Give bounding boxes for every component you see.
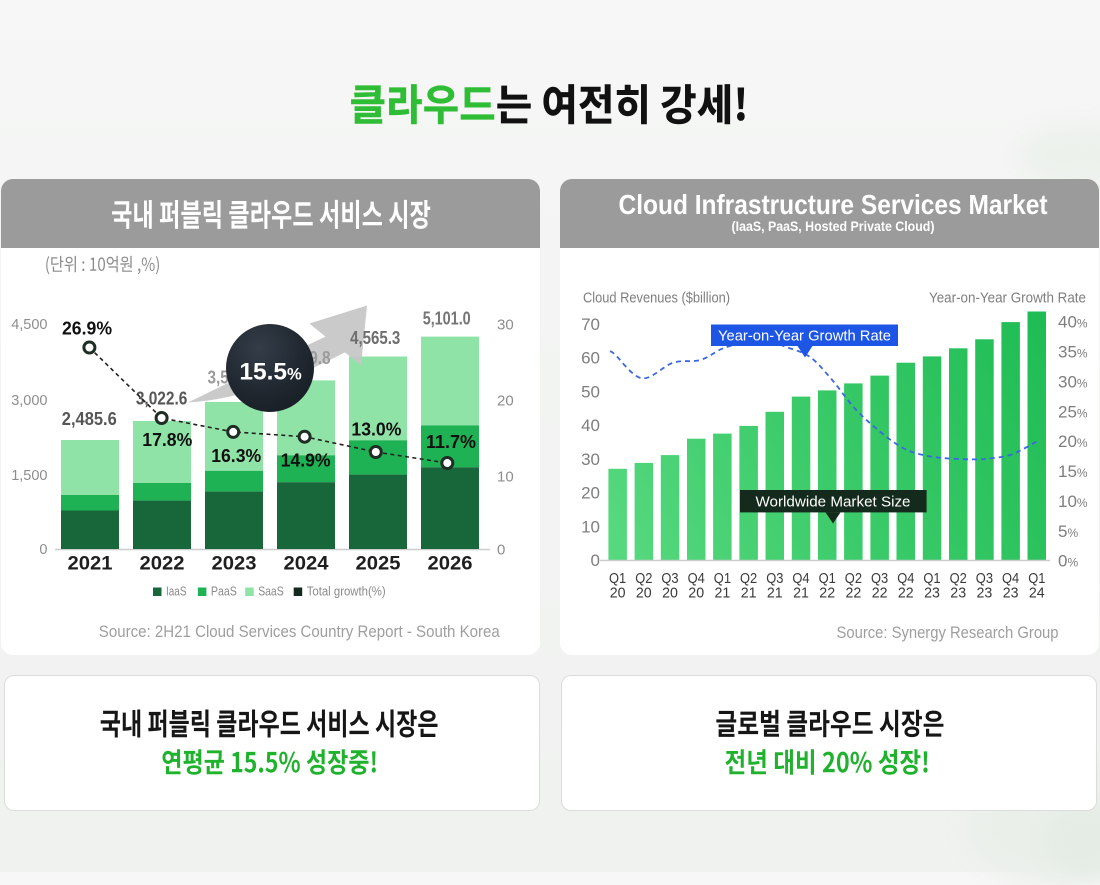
svg-text:2022: 2022 xyxy=(140,553,185,575)
svg-text:14.9%: 14.9% xyxy=(281,450,331,470)
svg-text:Q4: Q4 xyxy=(897,571,914,587)
svg-text:30%: 30% xyxy=(1058,372,1088,391)
svg-text:Q1: Q1 xyxy=(609,571,626,587)
svg-text:(IaaS, PaaS, Hosted Private Cl: (IaaS, PaaS, Hosted Private Cloud) xyxy=(732,219,935,234)
svg-text:21: 21 xyxy=(793,585,809,601)
svg-text:20%: 20% xyxy=(1058,432,1088,451)
svg-text:22: 22 xyxy=(819,585,835,601)
svg-text:Q4: Q4 xyxy=(792,571,809,587)
svg-text:20: 20 xyxy=(610,585,626,601)
svg-text:Q1: Q1 xyxy=(923,571,940,587)
svg-text:IaaS: IaaS xyxy=(166,584,187,599)
svg-text:Q2: Q2 xyxy=(950,571,967,587)
svg-text:2021: 2021 xyxy=(68,553,113,575)
svg-text:10: 10 xyxy=(497,468,514,485)
svg-text:Q2: Q2 xyxy=(635,571,652,587)
svg-text:Cloud Revenues ($billion): Cloud Revenues ($billion) xyxy=(583,291,730,307)
svg-text:SaaS: SaaS xyxy=(258,584,284,599)
svg-text:20: 20 xyxy=(581,484,600,503)
svg-text:30: 30 xyxy=(581,450,600,469)
svg-text:22: 22 xyxy=(846,585,862,601)
svg-text:17.8%: 17.8% xyxy=(142,430,192,450)
svg-text:30: 30 xyxy=(497,316,514,333)
svg-text:24: 24 xyxy=(1029,585,1045,601)
svg-text:22: 22 xyxy=(898,585,914,601)
svg-text:25%: 25% xyxy=(1058,402,1088,421)
svg-text:20: 20 xyxy=(636,585,652,601)
svg-text:Q2: Q2 xyxy=(740,571,757,587)
svg-text:Q1: Q1 xyxy=(819,571,836,587)
svg-text:Q1: Q1 xyxy=(714,571,731,587)
svg-text:23: 23 xyxy=(924,585,940,601)
svg-text:23: 23 xyxy=(1003,585,1019,601)
svg-text:0: 0 xyxy=(591,551,600,570)
svg-text:Q1: Q1 xyxy=(1028,571,1045,587)
svg-text:PaaS: PaaS xyxy=(211,584,237,599)
svg-text:15%: 15% xyxy=(1058,462,1088,481)
svg-text:40%: 40% xyxy=(1058,313,1088,332)
svg-text:Source: Synergy Research Group: Source: Synergy Research Group xyxy=(837,623,1059,642)
svg-text:0: 0 xyxy=(39,542,47,558)
svg-text:35%: 35% xyxy=(1058,343,1088,362)
svg-text:13.0%: 13.0% xyxy=(351,420,401,440)
svg-text:Q3: Q3 xyxy=(661,571,678,587)
svg-text:0%: 0% xyxy=(1058,552,1078,571)
svg-text:2024: 2024 xyxy=(284,553,329,575)
svg-text:Source: 2H21 Cloud Services Co: Source: 2H21 Cloud Services Country Repo… xyxy=(99,622,500,641)
svg-text:22: 22 xyxy=(872,585,888,601)
svg-text:50: 50 xyxy=(581,382,600,401)
svg-text:5,101.0: 5,101.0 xyxy=(423,309,471,329)
svg-text:Q2: Q2 xyxy=(845,571,862,587)
svg-text:Q4: Q4 xyxy=(688,571,705,587)
svg-text:10%: 10% xyxy=(1058,492,1088,511)
svg-text:20: 20 xyxy=(688,585,704,601)
svg-text:21: 21 xyxy=(767,585,783,601)
svg-text:40: 40 xyxy=(581,416,600,435)
svg-text:70: 70 xyxy=(581,315,600,334)
svg-text:4,565.3: 4,565.3 xyxy=(350,328,400,348)
svg-text:2023: 2023 xyxy=(212,553,257,575)
svg-text:Q3: Q3 xyxy=(766,571,783,587)
svg-text:20: 20 xyxy=(662,585,678,601)
svg-text:3,000: 3,000 xyxy=(11,393,47,409)
svg-text:16.3%: 16.3% xyxy=(211,446,261,466)
svg-text:Year-on-Year Growth Rate: Year-on-Year Growth Rate xyxy=(929,291,1086,307)
svg-text:60: 60 xyxy=(581,349,600,368)
svg-text:Q4: Q4 xyxy=(1002,571,1019,587)
svg-text:1,500: 1,500 xyxy=(11,468,47,484)
svg-text:Year-on-Year Growth Rate: Year-on-Year Growth Rate xyxy=(718,328,891,345)
svg-text:23: 23 xyxy=(950,585,966,601)
svg-text:26.9%: 26.9% xyxy=(62,319,112,339)
svg-text:3,022.6: 3,022.6 xyxy=(136,388,188,408)
svg-text:Q3: Q3 xyxy=(976,571,993,587)
svg-text:5%: 5% xyxy=(1058,522,1078,541)
svg-text:2,485.6: 2,485.6 xyxy=(62,409,117,429)
svg-text:11.7%: 11.7% xyxy=(426,432,476,452)
svg-text:Worldwide Market Size: Worldwide Market Size xyxy=(756,494,911,511)
svg-text:Q3: Q3 xyxy=(871,571,888,587)
svg-text:4,500: 4,500 xyxy=(11,317,47,333)
svg-text:Cloud Infrastructure Services: Cloud Infrastructure Services Market xyxy=(619,189,1048,220)
svg-text:21: 21 xyxy=(741,585,757,601)
svg-text:23: 23 xyxy=(977,585,993,601)
svg-text:2025: 2025 xyxy=(356,553,401,575)
svg-text:21: 21 xyxy=(715,585,731,601)
svg-text:Total growth(%): Total growth(%) xyxy=(307,584,386,599)
svg-text:10: 10 xyxy=(581,517,600,536)
svg-text:2026: 2026 xyxy=(428,553,473,575)
svg-text:0: 0 xyxy=(497,541,505,558)
svg-text:20: 20 xyxy=(497,392,514,409)
